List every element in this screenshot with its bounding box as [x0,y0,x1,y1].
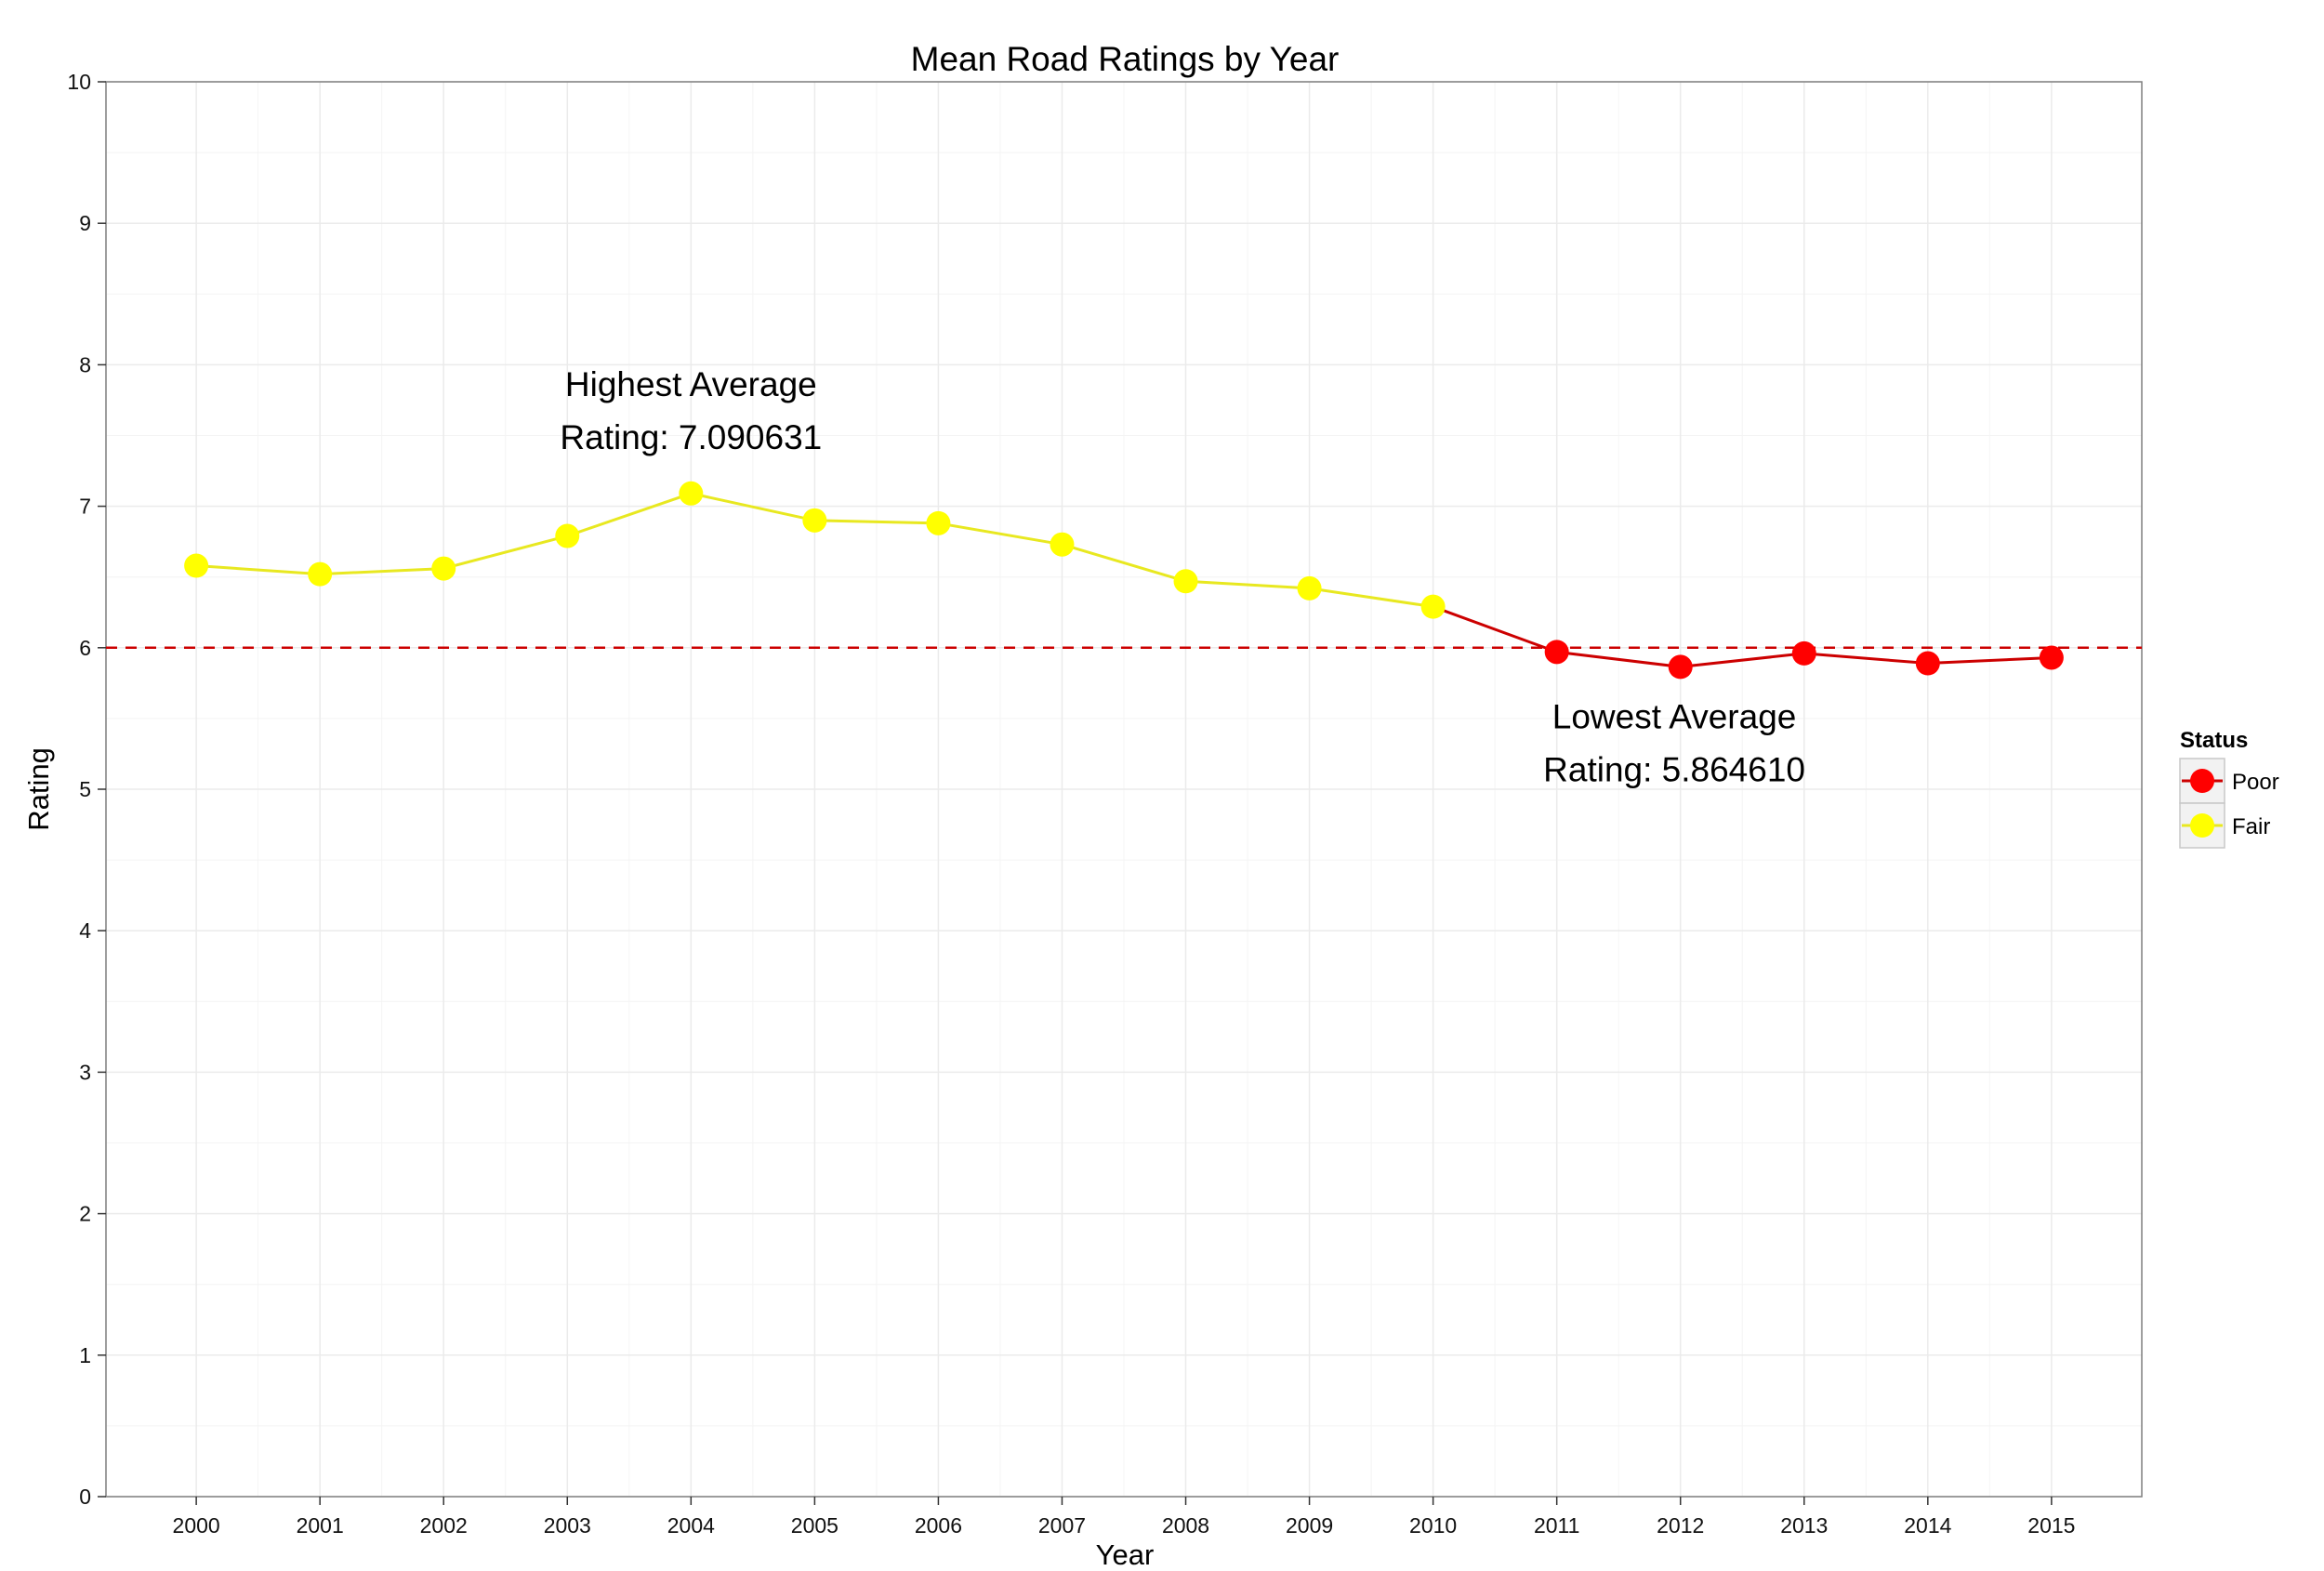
data-point-2014 [1915,651,1940,676]
x-tick-label: 2001 [297,1513,344,1538]
series-line-segment [1062,543,1186,583]
x-tick-label: 2012 [1657,1513,1704,1538]
y-axis: 0 1 2 3 4 5 6 7 8 9 10 [67,70,106,1509]
series-line-segment [691,492,815,522]
x-axis-title: Year [1096,1538,1155,1571]
y-tick-label: 3 [79,1060,91,1084]
series-line-segment [566,492,692,537]
x-tick-label: 2013 [1780,1513,1828,1538]
x-tick-label: 2009 [1286,1513,1333,1538]
legend-label-fair: Fair [2232,814,2270,839]
series-line-segment [814,519,939,525]
data-point-2002 [431,556,456,581]
y-tick-label: 8 [79,352,91,376]
annotation-0-line-0: Highest Average [565,365,817,403]
x-tick-label: 2004 [667,1513,715,1538]
data-point-2006 [926,510,951,535]
x-tick-label: 2006 [915,1513,962,1538]
x-tick-label: 2007 [1038,1513,1086,1538]
series-line-segment [320,567,444,576]
series-line-segment [1803,652,1928,666]
x-tick-label: 2000 [173,1513,220,1538]
y-tick-label: 1 [79,1343,91,1367]
x-axis: 2000 2001 2002 2003 2004 2005 2006 2007 2008 2009… [173,1497,2075,1538]
annotation-0-line-1: Rating: 7.090631 [560,418,822,456]
x-tick-label: 2003 [544,1513,591,1538]
data-point-2015 [2039,645,2064,670]
data-point-2003 [555,523,580,548]
data-point-2001 [308,561,333,587]
legend-title: Status [2180,728,2248,753]
y-tick-label: 9 [79,211,91,235]
legend-key-point [2190,769,2214,793]
legend-key-point [2190,813,2214,838]
annotations: Highest Average Rating: 7.090631 Lowest Av… [560,365,1805,789]
series-line-segment [442,535,568,571]
y-tick-label: 7 [79,495,91,519]
x-tick-label: 2008 [1162,1513,1209,1538]
series-line-segment [1309,587,1433,609]
y-tick-label: 2 [79,1202,91,1226]
x-tick-label: 2002 [420,1513,468,1538]
series-line-segment [1556,650,1681,668]
x-tick-label: 2015 [2027,1513,2075,1538]
series-line-segment [1433,605,1558,653]
legend: Status Poor Fair [2179,728,2279,849]
series-line-segment [196,564,321,576]
data-point-2004 [679,481,704,506]
series-line-segment [1927,655,2052,666]
series-line-segment [1185,579,1310,590]
data-point-2009 [1297,575,1322,601]
data-point-2008 [1173,569,1198,594]
series-line-segment [1680,652,1804,668]
data-point-2012 [1668,654,1693,680]
y-tick-label: 6 [79,636,91,660]
chart-title: Mean Road Ratings by Year [911,40,1340,78]
data-point-2010 [1420,594,1446,619]
series-points [184,481,2064,680]
x-tick-label: 2014 [1904,1513,1951,1538]
data-point-2011 [1544,640,1569,665]
series-lines [196,492,2052,668]
data-point-2013 [1791,640,1816,666]
grid [106,81,2142,1498]
x-tick-label: 2005 [791,1513,838,1538]
y-tick-label: 4 [79,918,91,943]
x-tick-label: 2010 [1409,1513,1457,1538]
data-point-2000 [184,553,209,578]
data-point-2007 [1050,532,1075,557]
y-tick-label: 5 [79,777,91,801]
legend-label-poor: Poor [2232,770,2279,795]
data-point-2005 [802,508,827,533]
annotation-1-line-0: Lowest Average [1552,698,1797,736]
y-axis-title: Rating [22,747,55,831]
y-tick-label: 10 [67,70,91,94]
annotation-1-line-1: Rating: 5.864610 [1543,751,1805,789]
series-line-segment [938,521,1063,547]
x-tick-label: 2011 [1534,1513,1579,1538]
y-tick-label: 0 [79,1485,91,1509]
